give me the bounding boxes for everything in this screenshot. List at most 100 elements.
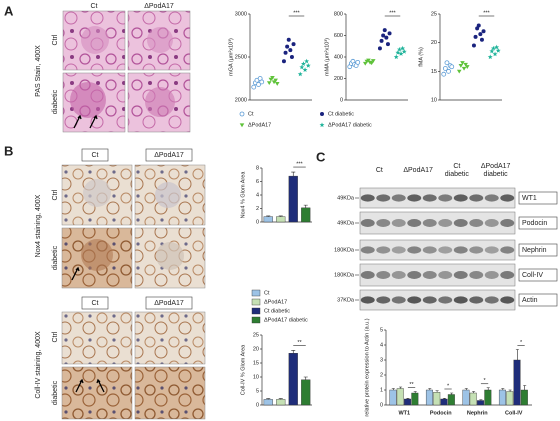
blot-band bbox=[422, 194, 437, 202]
legend-marker bbox=[239, 111, 245, 117]
blot-band bbox=[376, 219, 391, 227]
micrograph bbox=[134, 311, 206, 365]
error-bar bbox=[515, 349, 519, 360]
legend-label: Ct diabetic bbox=[328, 111, 354, 117]
legend-label: ΔPodA17 diabetic bbox=[328, 122, 372, 128]
y-tick-label: 15 bbox=[253, 360, 259, 366]
bar bbox=[263, 216, 273, 223]
y-tick-label: 0 bbox=[256, 219, 259, 225]
data-point bbox=[286, 37, 291, 42]
data-point bbox=[395, 50, 401, 55]
column-label: Ct bbox=[91, 3, 98, 10]
error-bar bbox=[291, 350, 296, 354]
legend-swatch bbox=[251, 307, 261, 315]
glomerulus bbox=[155, 182, 181, 208]
legend-label: ΔPodA17 bbox=[248, 122, 271, 128]
blot-band bbox=[360, 296, 375, 304]
data-point bbox=[285, 44, 290, 49]
significance: * bbox=[483, 378, 486, 384]
significance: *** bbox=[293, 10, 300, 16]
blot-band bbox=[407, 246, 422, 254]
error-bar bbox=[413, 391, 417, 393]
legend-marker bbox=[320, 112, 324, 116]
data-point bbox=[355, 59, 361, 65]
y-tick-label: 600 bbox=[334, 33, 343, 39]
y-tick-label: 10 bbox=[431, 97, 437, 103]
row-label: diabetic bbox=[52, 380, 59, 405]
data-point bbox=[270, 76, 275, 80]
blot-band bbox=[407, 271, 422, 279]
y-tick-label: 400 bbox=[334, 54, 343, 60]
blot-strip bbox=[359, 289, 516, 311]
data-point bbox=[297, 71, 303, 77]
data-point bbox=[396, 46, 402, 52]
data-point bbox=[400, 45, 406, 51]
data-point bbox=[377, 46, 382, 51]
data-point bbox=[381, 33, 386, 38]
data-point bbox=[273, 78, 278, 83]
data-point bbox=[387, 31, 392, 36]
y-tick-label: 4 bbox=[256, 192, 259, 198]
data-point bbox=[449, 64, 455, 70]
data-point bbox=[463, 62, 468, 67]
error-bar bbox=[391, 388, 395, 390]
data-point bbox=[487, 54, 493, 60]
bar bbox=[288, 175, 298, 223]
data-point bbox=[458, 64, 464, 68]
data-point bbox=[304, 58, 310, 64]
blot-band bbox=[453, 271, 468, 279]
data-point bbox=[398, 51, 404, 56]
column-label: ΔPodA17 bbox=[154, 152, 184, 159]
y-tick-label: 2500 bbox=[235, 54, 247, 60]
data-point bbox=[442, 66, 448, 71]
column-label: ΔPodA17 bbox=[144, 3, 174, 10]
blot-band bbox=[484, 219, 499, 227]
data-point bbox=[473, 34, 478, 39]
blot-band bbox=[438, 271, 453, 279]
glomerulus bbox=[81, 239, 113, 271]
y-axis-label: relative protein expression to Actin (a.… bbox=[364, 318, 370, 416]
x-tick-label: Coll-IV bbox=[505, 410, 523, 416]
blot-column-label: ΔPodA17 bbox=[481, 163, 511, 170]
y-tick-label: 25 bbox=[431, 11, 437, 17]
data-point bbox=[401, 49, 407, 54]
column-box bbox=[81, 148, 109, 162]
protein-box bbox=[518, 243, 558, 257]
data-point bbox=[489, 48, 495, 54]
protein-box bbox=[518, 216, 558, 230]
glomerulus bbox=[147, 27, 173, 53]
error-bar bbox=[523, 385, 527, 390]
data-point bbox=[460, 61, 465, 65]
significance: ** bbox=[409, 382, 414, 388]
data-point bbox=[495, 48, 501, 53]
blot-band bbox=[360, 271, 375, 279]
blot-band bbox=[500, 271, 515, 279]
blot-band bbox=[484, 271, 499, 279]
data-point bbox=[300, 61, 306, 66]
y-tick-label: 1 bbox=[380, 387, 383, 393]
y-tick-label: 0 bbox=[340, 97, 343, 103]
error-bar bbox=[486, 387, 490, 390]
blot-band bbox=[407, 296, 422, 304]
data-point bbox=[384, 35, 389, 40]
blot-band bbox=[469, 271, 484, 279]
error-bar bbox=[266, 398, 271, 400]
y-tick-label: 4 bbox=[380, 342, 383, 348]
y-tick-label: 2 bbox=[256, 206, 259, 212]
blot-band bbox=[391, 219, 406, 227]
blot-strip bbox=[359, 187, 516, 209]
y-tick-label: 200 bbox=[334, 76, 343, 82]
data-point bbox=[393, 54, 399, 60]
error-bar bbox=[464, 388, 468, 390]
error-bar bbox=[428, 388, 432, 390]
row-label: diabetic bbox=[52, 89, 59, 114]
y-tick-label: 5 bbox=[256, 388, 259, 394]
y-tick-label: 2 bbox=[380, 372, 383, 378]
molecular-weight: 37KDa bbox=[337, 297, 355, 303]
legend-swatch bbox=[251, 316, 261, 324]
bar bbox=[276, 216, 286, 223]
legend-label: Ct bbox=[248, 111, 254, 117]
y-tick-label: 20 bbox=[253, 346, 259, 352]
molecular-weight: 180KDa bbox=[334, 272, 355, 278]
